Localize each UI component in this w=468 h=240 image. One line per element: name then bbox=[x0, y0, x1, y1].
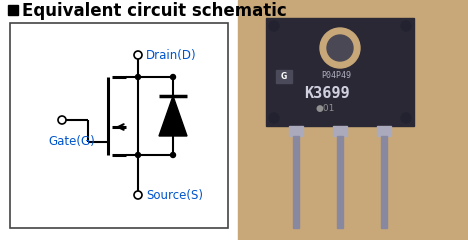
Circle shape bbox=[136, 74, 140, 79]
Bar bbox=[10, 23, 228, 228]
Circle shape bbox=[401, 21, 411, 31]
Text: Gate(G): Gate(G) bbox=[48, 135, 95, 148]
Bar bbox=[377, 126, 391, 136]
Circle shape bbox=[401, 113, 411, 123]
Circle shape bbox=[170, 74, 176, 79]
Text: ●01: ●01 bbox=[316, 104, 336, 114]
Circle shape bbox=[327, 35, 353, 61]
Bar bbox=[337, 136, 343, 228]
Text: Drain(D): Drain(D) bbox=[146, 48, 197, 61]
Bar bbox=[381, 136, 387, 228]
Bar bbox=[266, 18, 414, 126]
Circle shape bbox=[320, 28, 360, 68]
Polygon shape bbox=[159, 96, 187, 136]
Circle shape bbox=[269, 113, 279, 123]
Text: Equivalent circuit schematic: Equivalent circuit schematic bbox=[22, 2, 287, 20]
Circle shape bbox=[269, 21, 279, 31]
Bar bbox=[8, 5, 18, 15]
Bar bbox=[293, 136, 299, 228]
Text: G: G bbox=[281, 72, 287, 81]
Bar bbox=[333, 126, 347, 136]
Bar bbox=[238, 0, 468, 240]
Bar bbox=[276, 70, 292, 83]
Circle shape bbox=[170, 152, 176, 157]
Bar bbox=[289, 126, 303, 136]
Text: P04P49: P04P49 bbox=[321, 72, 351, 80]
Circle shape bbox=[136, 152, 140, 157]
Text: K3699: K3699 bbox=[304, 86, 350, 102]
Text: Source(S): Source(S) bbox=[146, 188, 203, 202]
